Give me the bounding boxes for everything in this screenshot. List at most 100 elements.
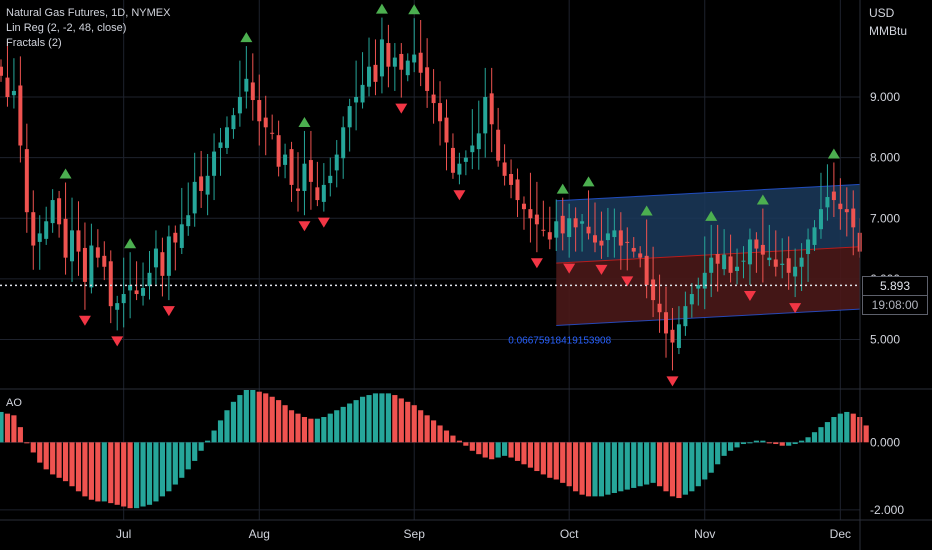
ao-bar: [69, 442, 75, 487]
candle-body: [102, 255, 107, 267]
candle-body: [63, 218, 68, 258]
ao-bar: [217, 420, 224, 443]
candle-body: [728, 256, 733, 273]
ao-bar: [514, 442, 521, 461]
candle-body: [476, 133, 481, 150]
currency-label[interactable]: USD: [869, 6, 895, 20]
fractal-up-marker: [375, 3, 388, 14]
candle-body: [521, 203, 526, 210]
ao-bar: [495, 442, 501, 458]
ao-bar: [385, 393, 391, 443]
ao-bar: [689, 442, 695, 492]
candle-body: [289, 149, 294, 185]
fractal-down-marker: [317, 217, 330, 228]
ao-bar: [75, 442, 82, 492]
x-tick-label: Sep: [404, 527, 426, 541]
ao-bar: [366, 395, 372, 443]
ao-bar: [211, 430, 217, 443]
ao-bar: [734, 442, 740, 448]
ao-bar: [334, 410, 340, 443]
ao-bar: [192, 442, 198, 461]
linreg-upper-band: [556, 184, 860, 264]
candle-body: [831, 191, 836, 201]
ao-bar: [205, 440, 211, 443]
fractals-legend[interactable]: Fractals (2): [6, 37, 62, 49]
ao-bar: [198, 442, 204, 451]
ao-bar: [560, 442, 566, 483]
ao-bar: [740, 442, 747, 445]
fractal-down-marker: [563, 263, 576, 274]
candle-body: [457, 163, 462, 175]
price-tick-label: 7.000: [870, 211, 900, 225]
ao-bar: [153, 442, 159, 502]
candle-body: [11, 90, 16, 96]
candle-body: [612, 230, 617, 238]
candle-body: [141, 287, 146, 296]
candle-body: [489, 93, 494, 125]
candle-body: [302, 163, 307, 191]
candle-body: [134, 290, 139, 295]
unit-label[interactable]: MMBtu: [869, 24, 908, 38]
candle-body: [444, 117, 449, 143]
candle-body: [599, 240, 604, 246]
fractal-down-marker: [78, 315, 91, 326]
ao-bar: [250, 390, 256, 443]
candle-body: [773, 259, 778, 267]
fractal-down-marker: [111, 336, 124, 347]
ao-bar: [398, 398, 404, 443]
current-price-tag: 5.893: [862, 276, 928, 296]
x-tick-label: Jul: [116, 527, 131, 541]
candle-body: [367, 66, 372, 87]
ao-bar: [17, 427, 23, 443]
candle-body: [722, 254, 727, 270]
candle-body: [334, 154, 339, 171]
candle-body: [108, 261, 113, 307]
candle-body: [702, 272, 707, 289]
ao-bar: [547, 442, 553, 478]
candle-body: [70, 230, 75, 262]
candle-body: [709, 257, 714, 273]
symbol-title[interactable]: Natural Gas Futures, 1D, NYMEX: [6, 7, 171, 19]
linreg-legend[interactable]: Lin Reg (2, -2, 48, close): [6, 22, 127, 34]
ao-bar: [127, 442, 133, 509]
candle-body: [379, 39, 384, 77]
candle-body: [463, 157, 468, 162]
ao-tick-label: -2.000: [870, 503, 904, 517]
candle-body: [179, 224, 184, 248]
candle-body: [24, 149, 29, 213]
ao-bar: [243, 390, 249, 443]
ao-bar: [779, 442, 785, 446]
candle-body: [735, 266, 740, 271]
linreg-annotation: 0.06675918419153908: [508, 335, 611, 346]
candle-body: [76, 230, 81, 252]
candle-body: [696, 284, 701, 289]
candle-body: [0, 66, 4, 76]
fractal-up-marker: [298, 116, 311, 127]
fractal-down-marker: [621, 276, 634, 287]
candle-body: [186, 215, 191, 227]
candle-body: [592, 235, 597, 243]
ao-bar: [663, 442, 669, 492]
price-tick-label: 5.000: [870, 333, 900, 347]
fractal-up-marker: [640, 205, 653, 216]
candle-body: [173, 232, 178, 243]
candle-body: [625, 241, 630, 243]
candle-body: [664, 312, 669, 334]
x-tick-label: Nov: [694, 527, 715, 541]
candle-body: [657, 303, 662, 313]
ao-legend[interactable]: AO: [6, 397, 22, 409]
ao-bar: [727, 442, 734, 451]
candle-body: [689, 294, 694, 305]
candle-body: [263, 117, 268, 128]
candle-body: [573, 218, 578, 228]
ao-bar: [799, 440, 805, 443]
ao-bar: [405, 401, 411, 443]
candle-body: [18, 85, 23, 146]
ao-bar: [818, 427, 824, 443]
ao-bar: [650, 442, 656, 483]
ao-bar: [721, 442, 727, 456]
candle-body: [231, 115, 236, 130]
candle-body: [50, 200, 55, 224]
candle-body: [82, 247, 87, 282]
